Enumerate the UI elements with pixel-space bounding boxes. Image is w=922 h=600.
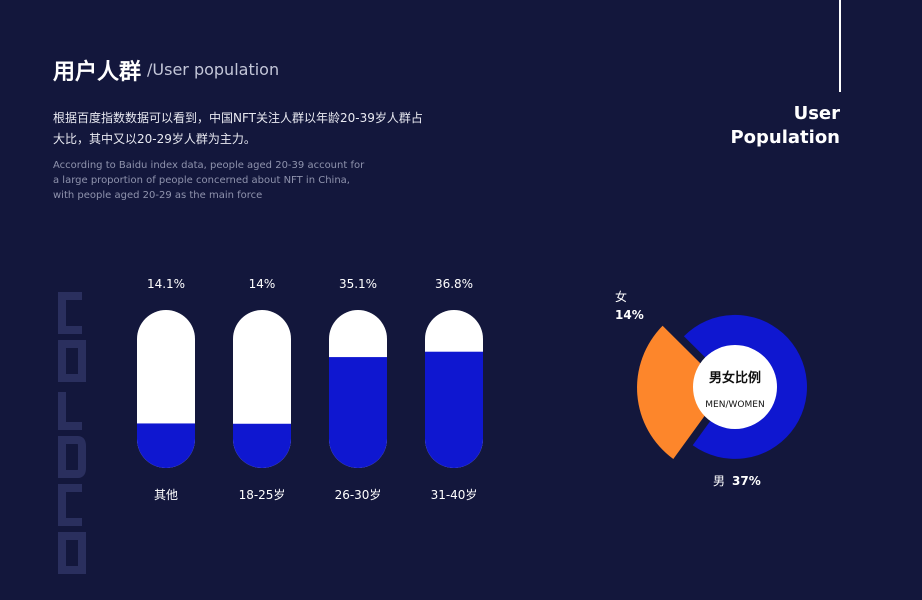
bar-fill-0 <box>137 423 195 468</box>
bar-fill-2 <box>329 357 387 468</box>
bar-value-label-0: 14.1% <box>147 277 185 291</box>
pie-label-male-name: 男 <box>713 474 725 488</box>
pie-label-female-name: 女 <box>615 289 627 304</box>
description-en: According to Baidu index data, people ag… <box>53 160 365 201</box>
gender-pie: 男女比例 MEN/WOMEN <box>637 314 807 459</box>
bar-value-label-3: 36.8% <box>435 277 473 291</box>
pie-center-title: 男女比例 <box>709 370 761 386</box>
bar-category-label-2: 26-30岁 <box>335 487 382 502</box>
bar-category-label-0: 其他 <box>154 488 178 502</box>
pie-slice-female <box>637 325 726 459</box>
pie-center-subtitle: MEN/WOMEN <box>705 400 764 410</box>
capsule-bar-2 <box>329 310 387 468</box>
side-title-line2: Population <box>730 127 840 148</box>
bar-fill-1 <box>233 423 291 468</box>
pie-label-female-value: 14% <box>615 308 644 322</box>
pie-center-disc <box>693 345 777 429</box>
capsule-bar-3 <box>425 310 483 468</box>
capsule-bar-group <box>137 310 483 468</box>
watermark-logo <box>58 292 86 574</box>
bar-value-label-2: 35.1% <box>339 277 377 291</box>
side-title-line1: User <box>793 103 840 124</box>
bar-category-label-3: 31-40岁 <box>431 487 478 502</box>
capsule-bar-1 <box>233 310 291 468</box>
page-title: 用户人群 <box>53 60 142 85</box>
decorative-vertical-line <box>839 0 841 92</box>
capsule-bar-0 <box>137 310 195 468</box>
bar-value-label-1: 14% <box>249 277 276 291</box>
description-cn: 根据百度指数数据可以看到，中国NFT关注人群以年龄20-39岁人群占大比，其中又… <box>53 111 423 146</box>
pie-label-male-value: 37% <box>732 474 761 488</box>
page-subtitle: /User population <box>147 60 280 79</box>
side-title: User Population <box>700 102 840 150</box>
bar-fill-3 <box>425 351 483 468</box>
bar-category-label-1: 18-25岁 <box>239 487 286 502</box>
